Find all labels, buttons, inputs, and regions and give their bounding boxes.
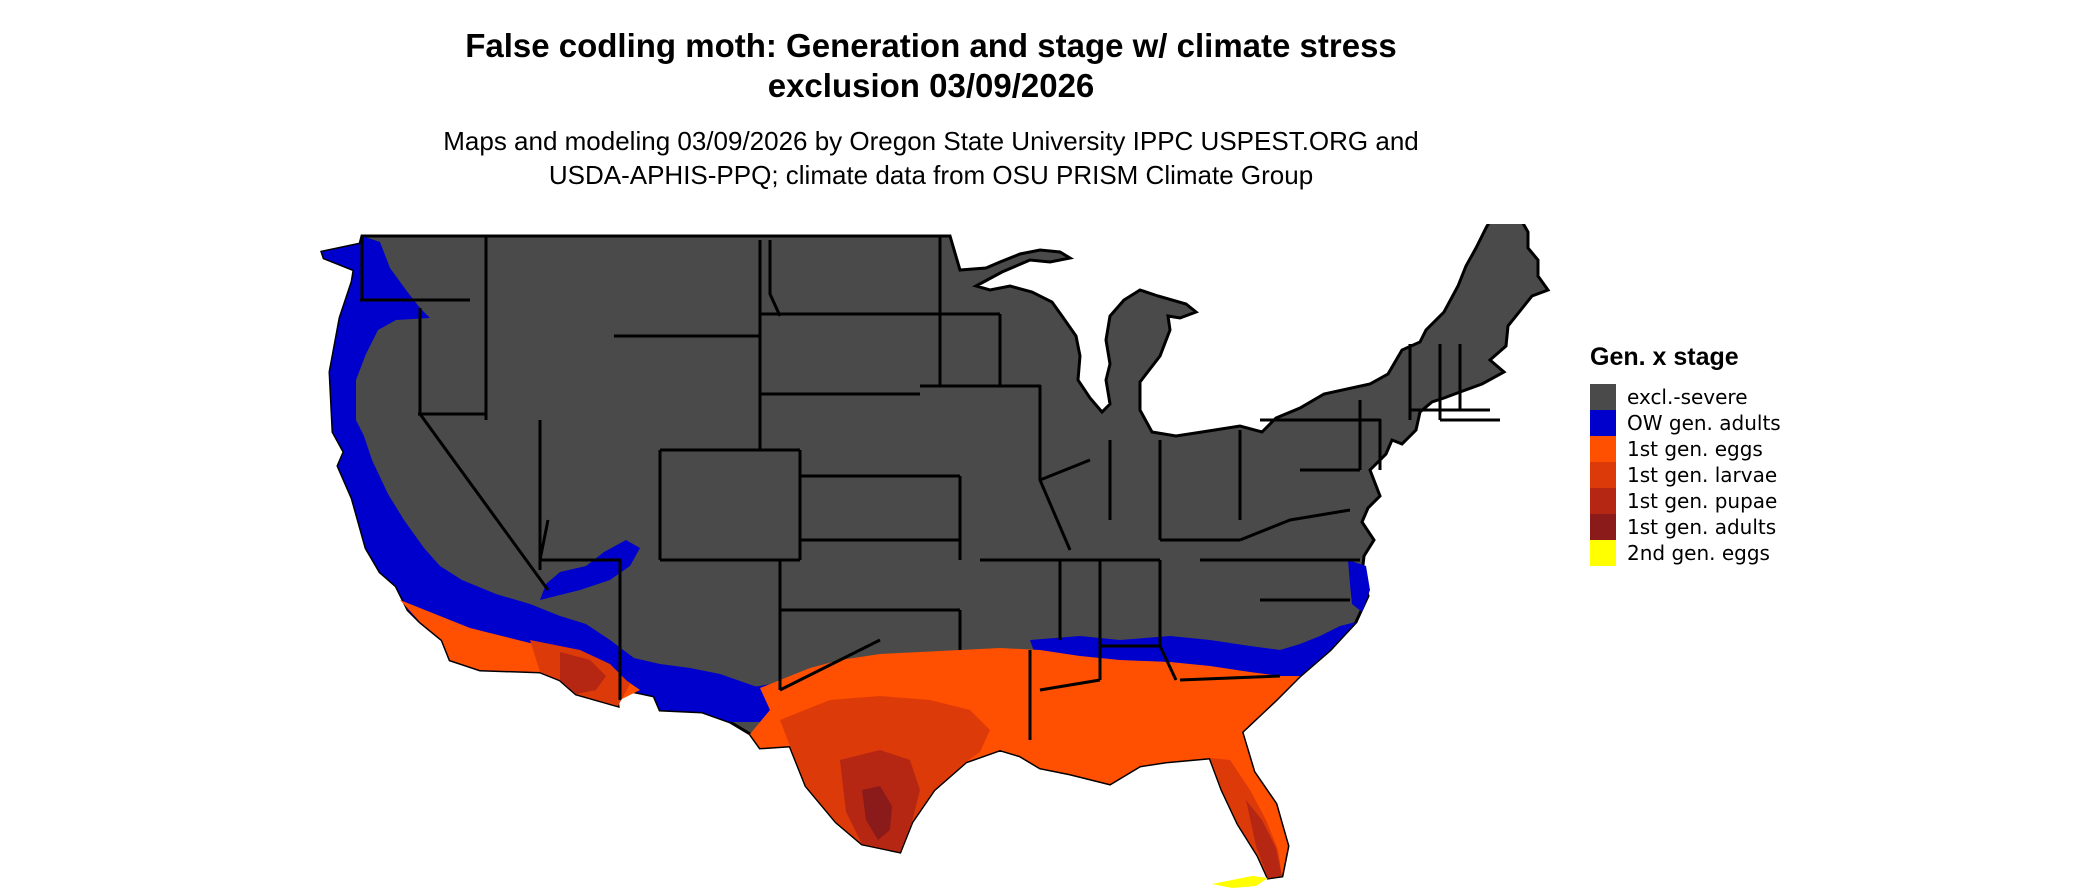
legend-swatch (1590, 514, 1616, 540)
us-map-svg (320, 224, 1551, 888)
legend-label: 1st gen. adults (1627, 515, 1777, 539)
legend-label: 1st gen. larvae (1627, 463, 1778, 487)
legend-item: OW gen. adults (1590, 410, 1850, 436)
map-subtitle-line-1: Maps and modeling 03/09/2026 by Oregon S… (443, 126, 1419, 156)
legend-swatch (1590, 436, 1616, 462)
zone-1st-gen-pupae-florida (1246, 800, 1282, 878)
legend-label: 2nd gen. eggs (1627, 541, 1770, 565)
legend-item: 1st gen. pupae (1590, 488, 1850, 514)
legend-swatch (1590, 384, 1616, 410)
zone-2nd-gen-eggs (1212, 876, 1268, 888)
map-subtitle: Maps and modeling 03/09/2026 by Oregon S… (0, 124, 1862, 192)
legend-item: 1st gen. eggs (1590, 436, 1850, 462)
zone-1st-gen-pupae-arizona (560, 652, 606, 694)
map-title: False codling moth: Generation and stage… (0, 26, 1862, 106)
legend-item: 1st gen. larvae (1590, 462, 1850, 488)
legend-swatch (1590, 488, 1616, 514)
us-map (310, 224, 1560, 892)
legend-label: OW gen. adults (1627, 411, 1781, 435)
legend-swatch (1590, 540, 1616, 566)
legend-label: 1st gen. eggs (1627, 437, 1763, 461)
legend-items: excl.-severe OW gen. adults 1st gen. eggs 1… (1590, 384, 1850, 566)
zone-1st-gen-adults (862, 786, 892, 840)
map-title-line-1: False codling moth: Generation and stage… (465, 27, 1397, 64)
zone-ow-gen-adults-pacific (322, 236, 770, 722)
legend-title: Gen. x stage (1590, 343, 1739, 371)
legend-swatch (1590, 462, 1616, 488)
legend-label: 1st gen. pupae (1627, 489, 1778, 513)
legend-swatch (1590, 410, 1616, 436)
zone-ow-gen-adults-northcarolina (1348, 560, 1370, 612)
map-title-line-2: exclusion 03/09/2026 (767, 67, 1095, 104)
legend-item: excl.-severe (1590, 384, 1850, 410)
map-subtitle-line-2: USDA-APHIS-PPQ; climate data from OSU PR… (548, 160, 1314, 190)
legend-label: excl.-severe (1627, 385, 1748, 409)
map-legend: Gen. x stage excl.-severe OW gen. adults 1… (1590, 342, 1850, 566)
legend-item: 2nd gen. eggs (1590, 540, 1850, 566)
zone-ow-gen-adults-interior (540, 540, 640, 600)
legend-item: 1st gen. adults (1590, 514, 1850, 540)
state-borders (360, 236, 1500, 740)
